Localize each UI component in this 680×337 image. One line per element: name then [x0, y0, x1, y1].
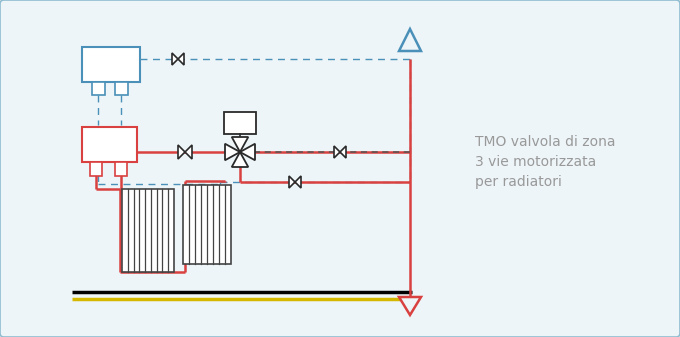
Polygon shape	[295, 176, 301, 188]
Bar	[122, 189, 174, 272]
Polygon shape	[399, 297, 421, 315]
Bar	[90, 162, 102, 176]
Bar	[115, 82, 128, 95]
Bar	[224, 112, 256, 134]
Polygon shape	[225, 144, 240, 160]
Bar	[92, 82, 105, 95]
Polygon shape	[289, 176, 295, 188]
Text: TMO valvola di zona: TMO valvola di zona	[475, 135, 615, 149]
Polygon shape	[334, 146, 340, 158]
Polygon shape	[232, 137, 248, 152]
Polygon shape	[240, 144, 255, 160]
Bar	[82, 127, 137, 162]
Bar	[82, 47, 140, 82]
Text: 3 vie motorizzata: 3 vie motorizzata	[475, 155, 596, 169]
Bar	[183, 185, 231, 264]
Text: per radiatori: per radiatori	[475, 175, 562, 189]
Polygon shape	[232, 152, 248, 167]
Polygon shape	[185, 145, 192, 159]
Polygon shape	[178, 53, 184, 65]
Bar	[115, 162, 127, 176]
Polygon shape	[178, 145, 185, 159]
Polygon shape	[399, 29, 421, 51]
Polygon shape	[172, 53, 178, 65]
Polygon shape	[340, 146, 346, 158]
